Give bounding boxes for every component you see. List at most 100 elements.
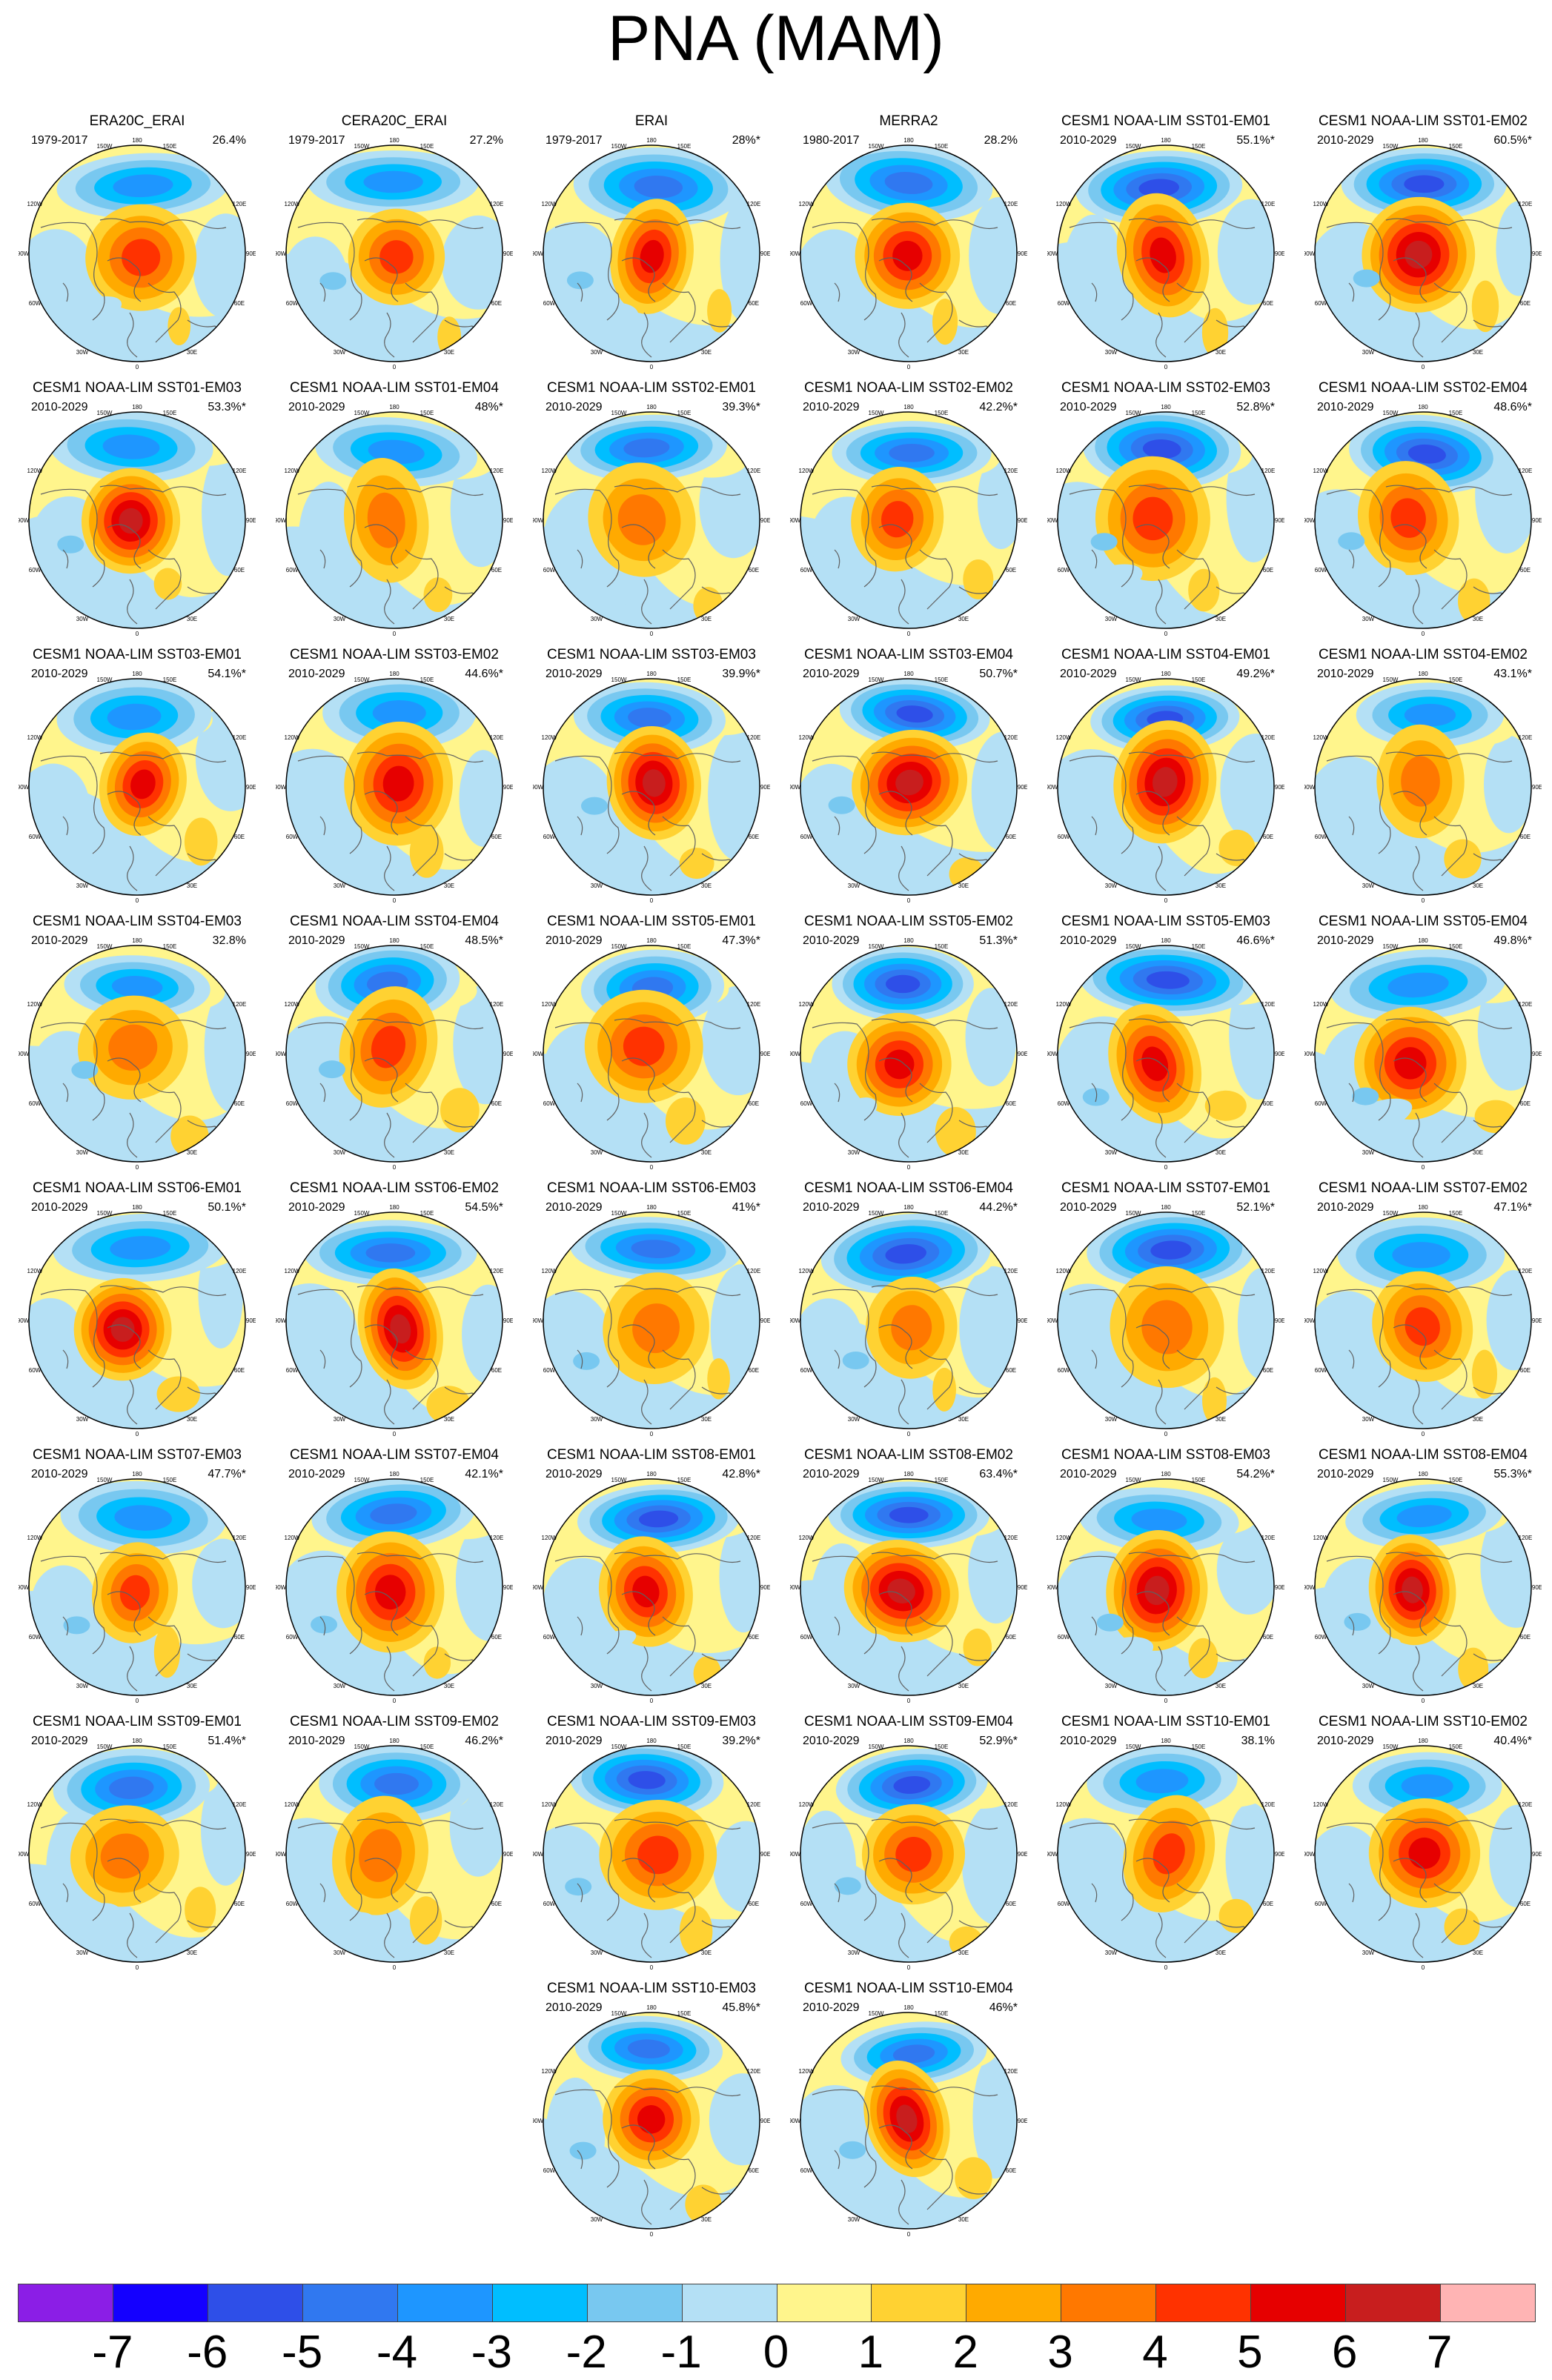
longitude-label: 60E [491, 300, 502, 307]
panel-period: 2010-2029 [288, 1468, 345, 1480]
longitude-label: 180 [646, 1471, 657, 1477]
longitude-label: 150W [1126, 143, 1141, 150]
panel-variance-percent: 46.2%* [465, 1735, 503, 1747]
panel-period: 2010-2029 [31, 1735, 88, 1747]
map-panel: CESM1 NOAA-LIM SST09-EM02 2010-2029 46.2%*… [272, 1713, 517, 1972]
map-border [800, 1478, 1018, 1696]
negative-anomaly [824, 145, 993, 222]
colorbar-tick-label: 6 [1332, 2327, 1358, 2378]
longitude-label: 0 [393, 631, 397, 637]
negative-anomaly [566, 414, 727, 482]
positive-anomaly [99, 732, 187, 837]
longitude-label: 150W [611, 1210, 627, 1217]
colorbar-tick-label: -4 [376, 2327, 418, 2378]
longitude-label: 180 [903, 137, 914, 144]
longitude-label: 30W [848, 1683, 860, 1689]
longitude-label: 180 [1161, 1471, 1171, 1477]
map-border [285, 945, 503, 1163]
colorbar-swatch [1156, 2284, 1252, 2321]
longitude-label: 150E [677, 1210, 692, 1217]
longitude-label: 150E [935, 943, 949, 950]
longitude-label: 90E [1018, 250, 1027, 257]
longitude-label: 90W [790, 1051, 801, 1057]
longitude-label: 150E [163, 943, 177, 950]
polar-map-svg: 180 0 150W 150E 120W 120E 90W 90E 60W 60E 30W 30E [1047, 1204, 1284, 1437]
panel-period: 1979-2017 [288, 134, 345, 147]
panel-period: 2010-2029 [1317, 134, 1374, 147]
negative-anomaly [1087, 1212, 1256, 1289]
colorbar-swatch [208, 2284, 303, 2321]
longitude-label: 150W [97, 1477, 113, 1483]
longitude-label: 60E [749, 1634, 759, 1641]
longitude-label: 30E [187, 349, 197, 356]
longitude-label: 150W [1126, 1210, 1141, 1217]
negative-anomaly [1075, 150, 1243, 226]
longitude-label: 120E [233, 1001, 247, 1008]
longitude-label: 30E [444, 1949, 454, 1956]
longitude-label: 60W [800, 834, 813, 840]
longitude-label: 60E [749, 1367, 759, 1374]
longitude-label: 180 [1161, 1204, 1171, 1211]
longitude-label: 60W [543, 300, 556, 307]
longitude-label: 120E [1004, 468, 1018, 474]
longitude-label: 0 [907, 897, 911, 904]
longitude-label: 60W [800, 1901, 813, 1907]
longitude-label: 0 [393, 364, 397, 370]
longitude-label: 90W [790, 1317, 801, 1324]
longitude-label: 150E [420, 943, 434, 950]
longitude-label: 90W [276, 517, 287, 524]
longitude-label: 120E [233, 1268, 247, 1274]
longitude-label: 30W [1105, 616, 1118, 622]
longitude-label: 150E [163, 1744, 177, 1750]
positive-anomaly [1368, 1798, 1481, 1909]
colorbar-tick-label: 4 [1142, 2327, 1168, 2378]
longitude-label: 30W [1105, 1683, 1118, 1689]
longitude-label: 90W [276, 1051, 287, 1057]
panel-title: MERRA2 [879, 113, 938, 129]
map-panel: CESM1 NOAA-LIM SST09-EM01 2010-2029 51.4%*… [15, 1713, 259, 1972]
polar-map-svg: 180 0 150W 150E 120W 120E 90W 90E 60W 60E 30W 30E [19, 671, 256, 904]
longitude-label: 0 [1422, 1698, 1425, 1704]
panel-title: CESM1 NOAA-LIM SST06-EM04 [804, 1180, 1013, 1196]
longitude-label: 90W [1304, 1051, 1316, 1057]
panel-period: 2010-2029 [803, 401, 860, 413]
panel-period: 2010-2029 [803, 1201, 860, 1214]
longitude-label: 180 [903, 671, 914, 677]
polar-map: 180 0 150W 150E 120W 120E 90W 90E 60W 60E 30W 30E [19, 402, 256, 639]
longitude-label: 90E [246, 784, 256, 791]
panel-variance-percent: 42.8%* [722, 1468, 760, 1480]
longitude-label: 90W [19, 1851, 30, 1858]
longitude-label: 30W [591, 2216, 603, 2223]
longitude-label: 60E [749, 1901, 759, 1907]
panel-title: CESM1 NOAA-LIM SST03-EM04 [804, 647, 1013, 662]
longitude-label: 0 [1164, 1164, 1168, 1171]
longitude-label: 60W [800, 1367, 813, 1374]
longitude-label: 60W [286, 1901, 299, 1907]
longitude-label: 150E [935, 677, 949, 683]
panel-variance-percent: 40.4%* [1493, 1735, 1532, 1747]
longitude-label: 120W [285, 1535, 300, 1541]
longitude-label: 30E [1473, 1416, 1483, 1423]
longitude-label: 30E [958, 616, 969, 622]
panel-period: 1980-2017 [803, 134, 860, 147]
panel-period: 2010-2029 [31, 1201, 88, 1214]
longitude-label: 150W [869, 2010, 884, 2017]
longitude-label: 90E [760, 1317, 770, 1324]
longitude-label: 0 [1422, 1164, 1425, 1171]
longitude-label: 150W [354, 1477, 370, 1483]
polar-map: 180 0 150W 150E 120W 120E 90W 90E 60W 60E 30W 30E [276, 935, 513, 1172]
longitude-label: 150W [869, 1744, 884, 1750]
positive-anomaly [336, 1531, 445, 1653]
panel-title: CESM1 NOAA-LIM SST07-EM03 [33, 1447, 242, 1463]
longitude-label: 150W [97, 143, 113, 150]
longitude-label: 30E [444, 1416, 454, 1423]
longitude-label: 30W [1362, 1949, 1375, 1956]
longitude-label: 0 [1422, 364, 1425, 370]
panel-variance-percent: 44.2%* [979, 1201, 1018, 1214]
longitude-label: 0 [907, 1964, 911, 1971]
longitude-label: 0 [1164, 631, 1168, 637]
panel-period: 2010-2029 [545, 934, 603, 947]
longitude-label: 120W [1313, 1001, 1329, 1008]
map-border [28, 945, 246, 1163]
polar-map: 180 0 150W 150E 120W 120E 90W 90E 60W 60E 30W 30E [790, 2002, 1027, 2239]
